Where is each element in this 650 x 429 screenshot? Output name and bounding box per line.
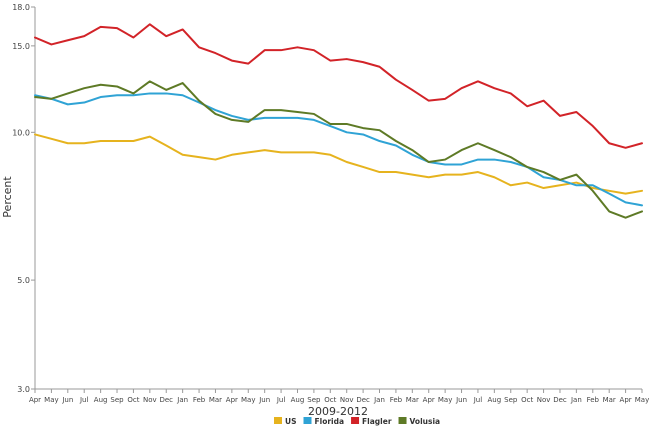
y-axis-ticks: 3.0 5.0 10.0 15.0 18.0 (12, 3, 35, 394)
x-tick-label: Apr (620, 396, 632, 404)
x-tick-label: May (44, 396, 58, 404)
legend-label-us: US (285, 417, 297, 426)
x-tick-label: Jun (258, 396, 270, 404)
series-lines (34, 23, 643, 219)
x-tick-label: Jan (373, 396, 385, 404)
y-tick-label: 10.0 (12, 128, 30, 137)
series-line-flagler (34, 23, 643, 149)
x-tick-label: Jun (61, 396, 73, 404)
x-tick-label: Feb (587, 396, 600, 404)
x-tick-label: Apr (423, 396, 435, 404)
x-tick-label: Oct (127, 396, 139, 404)
y-axis-label: Percent (1, 176, 14, 218)
legend-swatch-flagler (351, 417, 360, 424)
legend-label-florida: Florida (315, 417, 345, 426)
x-tick-label: Nov (143, 396, 157, 404)
series-line-us (34, 133, 643, 195)
legend: US Florida Flagler Volusia (274, 417, 440, 426)
x-tick-label: Jun (455, 396, 467, 404)
legend-swatch-us (274, 417, 282, 424)
x-tick-label: May (635, 396, 649, 404)
x-tick-label: Sep (110, 396, 124, 404)
x-tick-label: Jan (176, 396, 188, 404)
legend-swatch-florida (303, 417, 312, 424)
y-tick-label: 3.0 (17, 385, 30, 394)
x-tick-label: Dec (356, 396, 370, 404)
x-tick-label: Aug (291, 396, 305, 404)
x-tick-label: Nov (537, 396, 551, 404)
legend-label-flagler: Flagler (362, 417, 392, 426)
x-tick-label: Sep (504, 396, 518, 404)
x-tick-label: Jan (570, 396, 582, 404)
y-tick-label: 15.0 (12, 42, 30, 51)
x-tick-label: Jul (276, 396, 286, 404)
x-tick-label: Mar (209, 396, 222, 404)
x-tick-label: Oct (521, 396, 533, 404)
x-tick-label: Mar (603, 396, 616, 404)
series-line-volusia (34, 80, 643, 219)
x-tick-label: Oct (324, 396, 336, 404)
x-tick-label: Dec (159, 396, 173, 404)
y-tick-label: 18.0 (12, 3, 30, 12)
chart-axes (34, 7, 642, 390)
x-axis-ticks: Apr May Jun Jul Aug Sep Oct Nov Dec Jan Feb Mar Apr M… (29, 389, 649, 404)
x-tick-label: Feb (390, 396, 403, 404)
x-tick-label: Aug (488, 396, 502, 404)
x-tick-label: May (438, 396, 452, 404)
x-tick-label: May (241, 396, 255, 404)
x-tick-label: Nov (340, 396, 354, 404)
x-tick-label: Apr (29, 396, 41, 404)
y-tick-label: 5.0 (17, 276, 30, 285)
x-tick-label: Dec (553, 396, 567, 404)
x-tick-label: Apr (226, 396, 238, 404)
x-tick-label: Feb (193, 396, 206, 404)
x-axis-label: 2009-2012 (308, 405, 368, 418)
x-tick-label: Jul (79, 396, 89, 404)
legend-swatch-volusia (398, 417, 407, 424)
legend-label-volusia: Volusia (410, 417, 441, 426)
x-tick-label: Sep (307, 396, 321, 404)
x-tick-label: Jul (473, 396, 483, 404)
series-line-florida (34, 92, 643, 207)
x-tick-label: Mar (406, 396, 419, 404)
x-tick-label: Aug (94, 396, 108, 404)
